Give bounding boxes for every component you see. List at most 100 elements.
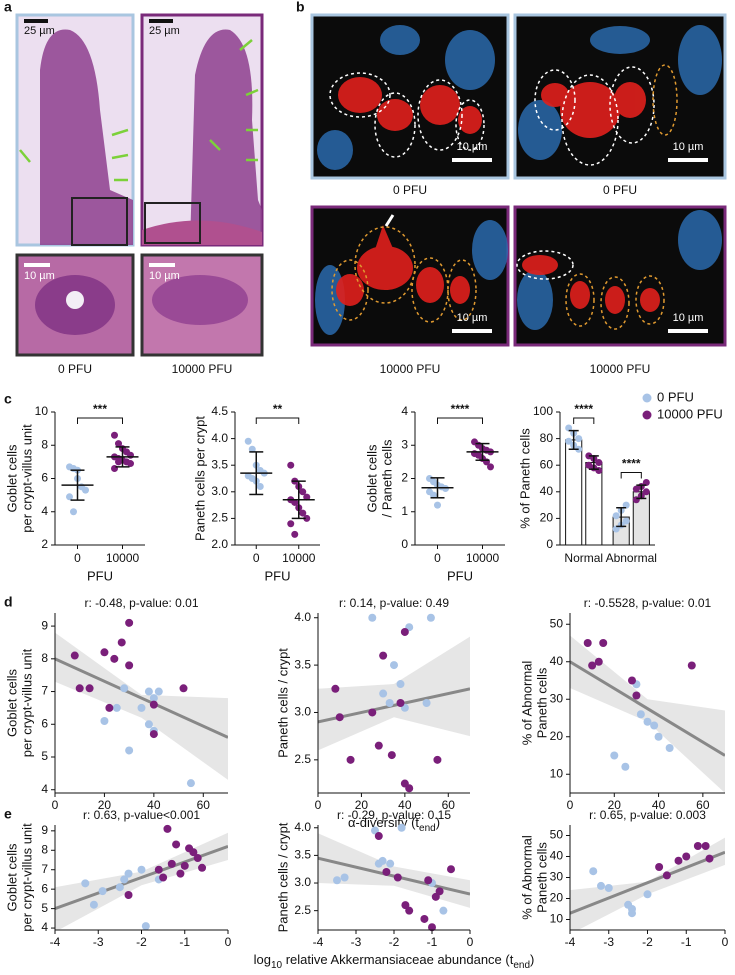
data-point — [85, 684, 94, 693]
data-point — [331, 684, 340, 693]
x-tick-label: 0 — [567, 798, 574, 812]
y-axis-label: Goblet cells — [4, 444, 19, 512]
y-axis-label: Goblet cells — [4, 669, 19, 737]
data-point — [396, 680, 405, 689]
y-tick-label: 3 — [401, 437, 408, 451]
data-point — [643, 717, 652, 726]
data-point — [303, 514, 311, 522]
x-tick-label: -3 — [93, 935, 104, 949]
data-point — [141, 922, 150, 931]
y-tick-label: 9 — [41, 618, 48, 632]
image-caption: 10000 PFU — [380, 362, 441, 376]
data-point — [89, 900, 98, 909]
data-point — [303, 493, 311, 501]
data-point — [368, 708, 377, 717]
data-point — [665, 744, 674, 752]
x-tick-label: -2 — [389, 935, 400, 949]
x-tick-label: -1 — [427, 935, 438, 949]
y-axis-label: per crypt-villus unit — [19, 424, 34, 533]
y-tick-label: 20 — [550, 891, 564, 905]
data-point — [346, 755, 355, 764]
data-point — [105, 703, 114, 712]
y-axis-label: Paneth cells — [534, 667, 549, 738]
scale-label: 10 µm — [149, 270, 180, 282]
scale-label: 25 µm — [149, 25, 180, 37]
data-point — [385, 699, 394, 707]
tissue — [40, 29, 133, 245]
y-tick-label: 7 — [41, 684, 48, 698]
data-point — [374, 741, 383, 750]
data-point — [420, 914, 429, 923]
scale-bar — [452, 158, 492, 162]
data-point — [335, 713, 344, 722]
data-point — [682, 852, 691, 861]
lumen — [66, 291, 84, 309]
x-tick-label: 60 — [197, 798, 211, 812]
data-point — [127, 460, 134, 468]
data-point — [256, 482, 264, 490]
data-point — [687, 661, 696, 670]
y-tick-label: 6 — [41, 881, 48, 895]
data-point — [137, 703, 146, 712]
data-point — [650, 721, 659, 730]
significance-bracket — [573, 417, 595, 424]
data-point — [124, 869, 133, 878]
data-point — [705, 854, 714, 863]
data-point — [396, 699, 405, 707]
legend-marker — [642, 393, 652, 403]
data-point — [167, 859, 176, 868]
annotation: r: -0.29, p-value: 0.15 — [337, 808, 451, 822]
data-point — [642, 488, 650, 496]
x-tick-label: 10000 — [282, 551, 316, 565]
y-axis-label: per crypt-villus unit — [19, 823, 34, 932]
x-tick-label: -4 — [50, 935, 61, 949]
x-tick-label: 40 — [147, 798, 161, 812]
data-point — [111, 431, 118, 439]
data-point — [287, 520, 295, 528]
data-point — [124, 891, 133, 899]
data-point — [374, 832, 383, 841]
y-tick-label: 4.0 — [294, 820, 311, 834]
y-tick-label: 60 — [540, 457, 554, 471]
x-tick-label: 0 — [722, 935, 729, 949]
x-tick-label: 20 — [355, 798, 369, 812]
data-point — [654, 732, 663, 741]
y-tick-label: 5 — [41, 749, 48, 763]
y-tick-label: 0 — [401, 537, 408, 551]
data-point — [291, 530, 299, 538]
y-axis-label: % of Abnormal — [519, 835, 534, 920]
data-point — [382, 867, 391, 876]
data-point — [434, 501, 441, 509]
data-point — [643, 890, 652, 899]
data-point — [628, 676, 636, 685]
x-tick-label: 20 — [98, 798, 112, 812]
data-point — [622, 501, 630, 509]
data-point — [433, 755, 442, 764]
fit-line — [570, 660, 725, 757]
data-point — [137, 865, 146, 874]
data-point — [604, 884, 613, 892]
error-bar — [475, 442, 490, 461]
error-bar — [291, 480, 306, 520]
x-axis-label: PFU — [265, 568, 291, 583]
data-point — [248, 445, 256, 453]
cell-outlines — [329, 64, 678, 330]
data-point — [66, 493, 73, 501]
annotation: r: 0.65, p-value: 0.003 — [589, 808, 706, 822]
y-axis-label: % of Paneth cells — [517, 428, 532, 529]
data-point — [447, 865, 455, 874]
data-point — [125, 746, 134, 755]
y-tick-label: 6 — [41, 471, 48, 485]
scale-label: 10 µm — [457, 312, 488, 324]
y-tick-label: 2.5 — [211, 511, 228, 525]
x-tick-label: 10000 — [466, 551, 500, 565]
data-point — [144, 720, 153, 729]
error-bar — [115, 446, 130, 468]
y-tick-label: 20 — [540, 511, 554, 525]
image-caption: 10000 PFU — [172, 362, 233, 376]
error-bar — [616, 507, 627, 528]
annotation: r: 0.63, p-value<0.001 — [83, 808, 200, 822]
significance-bracket — [620, 471, 642, 479]
data-point — [628, 909, 636, 918]
data-point — [662, 871, 671, 880]
